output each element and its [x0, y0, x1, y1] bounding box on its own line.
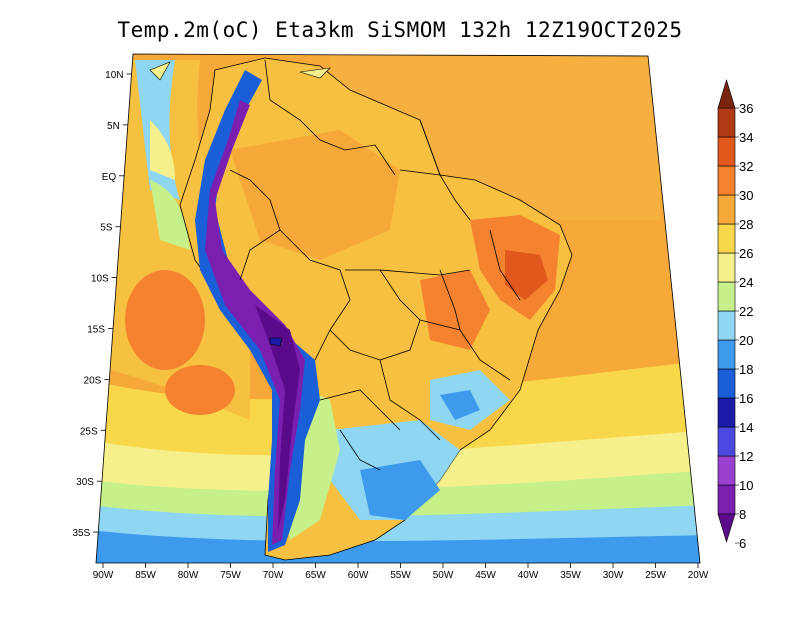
colorbar-top-arrow: [717, 78, 736, 109]
colorbar-label: 34: [739, 130, 753, 145]
colorbar-label: 18: [739, 362, 753, 377]
colorbar-swatch: [717, 281, 736, 312]
lon-tick-label: 70W: [263, 570, 284, 581]
colorbar-swatch: [717, 194, 736, 225]
colorbar-swatch: [717, 223, 736, 254]
continent: [149, 57, 573, 561]
lat-tick-label: 35S: [72, 528, 90, 539]
lat-tick-label: 5N: [107, 121, 120, 132]
lon-tick-label: 65W: [305, 570, 326, 581]
lon-tick-label: 80W: [178, 570, 199, 581]
colorbar: 6 8 10 12 14 16 18 20 22 24 26 28 30 32 34 36: [717, 78, 753, 551]
colorbar-label: 8: [739, 507, 746, 522]
colorbar-label: 10: [739, 478, 753, 493]
lon-tick-label: 25W: [645, 570, 666, 581]
colorbar-swatch: [717, 339, 736, 370]
map-frame: [95, 53, 701, 564]
lat-tick-label: 10S: [91, 274, 109, 285]
colorbar-label: 28: [739, 217, 753, 232]
lat-tick-label: 25S: [80, 426, 98, 437]
colorbar-swatch: [717, 484, 736, 515]
map-axes: 10N 5N EQ 5S 10S 15S 20S 25S 30S 35S 90W 85W 80W 75W 7…: [72, 70, 708, 581]
colorbar-label: 26: [739, 246, 753, 261]
colorbar-label: 30: [739, 188, 753, 203]
colorbar-label: 20: [739, 333, 753, 348]
colorbar-swatch: [717, 107, 736, 138]
lon-tick-label: 20W: [688, 570, 709, 581]
lon-tick-label: 45W: [475, 570, 496, 581]
colorbar-bottom-arrow: [717, 513, 736, 544]
colorbar-label: 24: [739, 275, 753, 290]
lon-tick-label: 85W: [135, 570, 156, 581]
lon-tick-label: 35W: [560, 570, 581, 581]
colorbar-swatch: [717, 252, 736, 283]
colorbar-label: 16: [739, 391, 753, 406]
lon-tick-label: 30W: [603, 570, 624, 581]
lon-tick-label: 40W: [518, 570, 539, 581]
lat-tick-label: 30S: [76, 477, 94, 488]
lon-tick-label: 55W: [390, 570, 411, 581]
colorbar-label: 12: [739, 449, 753, 464]
lon-tick-label: 75W: [220, 570, 241, 581]
lon-tick-label: 50W: [433, 570, 454, 581]
lat-tick-label: 5S: [100, 223, 113, 234]
lon-tick-label: 90W: [93, 570, 114, 581]
lat-tick-label: 15S: [87, 325, 105, 336]
lat-tick-label: 20S: [84, 375, 102, 386]
lat-tick-label: EQ: [102, 172, 117, 183]
colorbar-label: 14: [739, 420, 753, 435]
colorbar-label: 6: [739, 536, 746, 551]
colorbar-label: 36: [739, 101, 753, 116]
lat-tick-label: 10N: [105, 70, 123, 81]
colorbar-swatch: [717, 397, 736, 428]
colorbar-swatch: [717, 136, 736, 167]
colorbar-swatch: [717, 455, 736, 486]
colorbar-label: 22: [739, 304, 753, 319]
colorbar-swatch: [717, 310, 736, 341]
colorbar-swatch: [717, 426, 736, 457]
colorbar-label: 32: [739, 159, 753, 174]
map-title: Temp.2m(oC) Eta3km SiSMOM 132h 12Z19OCT2…: [117, 18, 683, 42]
colorbar-swatch: [717, 368, 736, 399]
lon-tick-label: 60W: [348, 570, 369, 581]
colorbar-swatch: [717, 165, 736, 196]
